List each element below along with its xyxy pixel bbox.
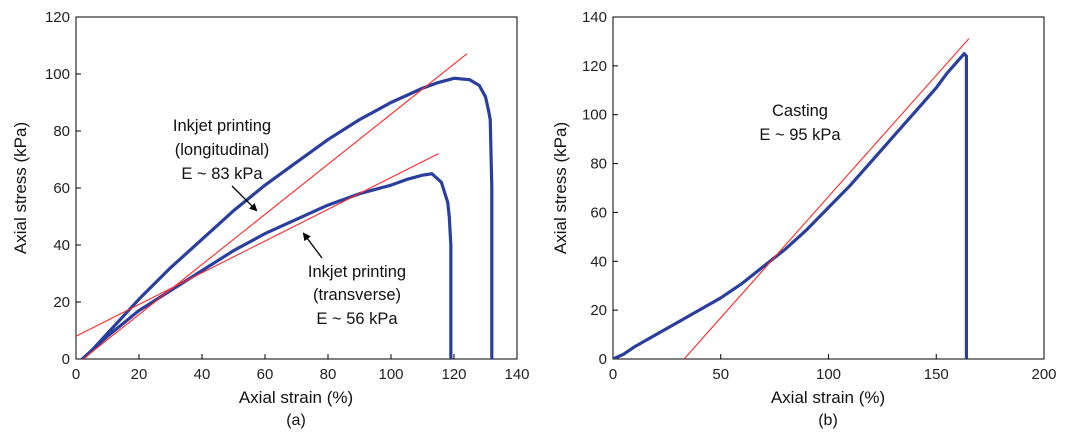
y-tick-label: 120 — [45, 9, 70, 26]
y-tick-label: 0 — [599, 351, 607, 368]
annotation-casting-line2: E ~ 95 kPa — [759, 126, 841, 144]
annotation-transverse-line2: (transverse) — [313, 286, 401, 304]
y-tick-label: 20 — [590, 302, 607, 319]
y-tick-label: 60 — [53, 180, 70, 197]
x-axis-label-b: Axial strain (%) — [771, 388, 885, 407]
x-tick-label: 150 — [924, 366, 949, 383]
annotation-longitudinal: Inkjet printing (longitudinal) E ~ 83 kP… — [173, 117, 271, 212]
data-curve-a-0 — [80, 76, 494, 359]
x-tick-label: 60 — [257, 366, 274, 383]
panel-label-b: (b) — [818, 412, 838, 429]
y-tick-label: 100 — [582, 107, 607, 124]
x-ticks-a: 0 20 40 60 80 100 120 140 — [72, 354, 530, 383]
y-tick-label: 120 — [582, 58, 607, 75]
x-tick-label: 0 — [72, 366, 80, 383]
fit-line-b-1 — [683, 38, 970, 359]
x-tick-label: 80 — [320, 366, 337, 383]
panel-b: 0 50 100 150 200 0 20 40 60 80 100 120 140 Axial st… — [551, 9, 1057, 429]
x-tick-label: 0 — [609, 366, 617, 383]
x-tick-label: 50 — [712, 366, 729, 383]
fit-line-a-3 — [76, 153, 439, 337]
y-tick-label: 40 — [590, 253, 607, 270]
annotation-casting: Casting E ~ 95 kPa — [759, 102, 841, 144]
fit-line-a-2 — [82, 53, 468, 359]
y-tick-label: 100 — [45, 66, 70, 83]
x-tick-label: 40 — [194, 366, 211, 383]
panel-a: 0 20 40 60 80 100 120 140 0 20 40 60 80 100 120 Axial… — [11, 9, 530, 429]
plot-area-b — [612, 16, 1045, 360]
x-tick-label: 200 — [1031, 366, 1056, 383]
x-ticks-b: 0 50 100 150 200 — [609, 354, 1057, 383]
annotation-transverse-line1: Inkjet printing — [308, 263, 406, 281]
y-ticks-a: 0 20 40 60 80 100 120 — [45, 9, 81, 368]
annotation-longitudinal-line1: Inkjet printing — [173, 117, 271, 135]
annotation-longitudinal-line2: (longitudinal) — [175, 141, 269, 159]
series-b — [613, 38, 970, 359]
annotation-transverse-line3: E ~ 56 kPa — [316, 310, 398, 328]
data-curve-b-0 — [613, 52, 969, 359]
y-tick-label: 140 — [582, 9, 607, 26]
y-ticks-b: 0 20 40 60 80 100 120 140 — [582, 9, 618, 368]
x-tick-label: 140 — [504, 366, 529, 383]
y-tick-label: 60 — [590, 204, 607, 221]
x-axis-label-a: Axial strain (%) — [239, 388, 353, 407]
y-axis-label-b: Axial stress (kPa) — [551, 122, 570, 254]
y-tick-label: 0 — [62, 351, 70, 368]
x-tick-label: 20 — [131, 366, 148, 383]
annotation-longitudinal-line3: E ~ 83 kPa — [181, 165, 263, 183]
x-tick-label: 120 — [441, 366, 466, 383]
annotation-casting-line1: Casting — [772, 102, 828, 120]
x-tick-label: 100 — [378, 366, 403, 383]
y-tick-label: 40 — [53, 237, 70, 254]
y-tick-label: 20 — [53, 294, 70, 311]
arrow-longitudinal — [231, 185, 258, 212]
x-tick-label: 100 — [816, 366, 841, 383]
series-a — [76, 53, 494, 359]
y-tick-label: 80 — [590, 156, 607, 173]
panel-label-a: (a) — [286, 412, 306, 429]
y-axis-label-a: Axial stress (kPa) — [11, 122, 30, 254]
y-tick-label: 80 — [53, 123, 70, 140]
arrow-transverse — [302, 232, 323, 259]
annotation-transverse: Inkjet printing (transverse) E ~ 56 kPa — [302, 232, 406, 328]
